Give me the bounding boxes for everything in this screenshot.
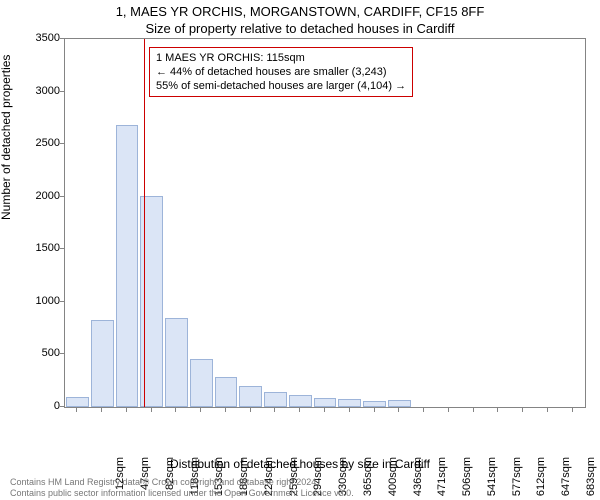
figure-root: 1, MAES YR ORCHIS, MORGANSTOWN, CARDIFF,… <box>0 0 600 500</box>
y-tick-label: 3500 <box>20 32 60 44</box>
y-tick-label: 3000 <box>20 85 60 97</box>
x-tick-mark <box>448 408 449 412</box>
x-tick-mark <box>522 408 523 412</box>
x-tick-mark <box>225 408 226 412</box>
x-tick-mark <box>423 408 424 412</box>
reference-line <box>144 39 145 407</box>
histogram-bar <box>91 320 114 407</box>
y-tick-label: 2000 <box>20 190 60 202</box>
x-tick-mark <box>101 408 102 412</box>
x-tick-mark <box>175 408 176 412</box>
x-tick-mark <box>497 408 498 412</box>
x-tick-mark <box>76 408 77 412</box>
histogram-bar <box>215 377 238 407</box>
footer-attribution: Contains HM Land Registry data © Crown c… <box>10 477 354 499</box>
histogram-bar <box>239 386 262 407</box>
x-tick-mark <box>349 408 350 412</box>
annotation-line: 55% of semi-detached houses are larger (… <box>156 79 406 93</box>
histogram-bar <box>338 399 361 407</box>
x-tick-mark <box>572 408 573 412</box>
annotation-line: ← 44% of detached houses are smaller (3,… <box>156 65 406 79</box>
x-tick-mark <box>126 408 127 412</box>
x-tick-mark <box>250 408 251 412</box>
x-tick-mark <box>547 408 548 412</box>
x-tick-mark <box>374 408 375 412</box>
y-tick-label: 500 <box>20 347 60 359</box>
x-axis-label: Distribution of detached houses by size … <box>0 457 600 471</box>
x-tick-mark <box>324 408 325 412</box>
title-subtitle: Size of property relative to detached ho… <box>0 21 600 36</box>
histogram-bar <box>116 125 139 407</box>
histogram-bar <box>388 400 411 407</box>
histogram-bar <box>314 398 337 407</box>
x-tick-mark <box>151 408 152 412</box>
histogram-bar <box>363 401 386 407</box>
histogram-bar <box>264 392 287 407</box>
histogram-bar <box>66 397 89 408</box>
annotation-line: 1 MAES YR ORCHIS: 115sqm <box>156 51 406 65</box>
x-tick-mark <box>274 408 275 412</box>
histogram-bar <box>289 395 312 407</box>
y-tick-label: 0 <box>20 400 60 412</box>
y-axis-label: Number of detached properties <box>0 55 13 220</box>
chart-frame: 1 MAES YR ORCHIS: 115sqm ← 44% of detach… <box>64 38 586 408</box>
x-tick-mark <box>473 408 474 412</box>
footer-line: Contains public sector information licen… <box>10 488 354 499</box>
x-tick-mark <box>200 408 201 412</box>
footer-line: Contains HM Land Registry data © Crown c… <box>10 477 354 488</box>
annotation-box: 1 MAES YR ORCHIS: 115sqm ← 44% of detach… <box>149 47 413 97</box>
y-tick-label: 1000 <box>20 295 60 307</box>
histogram-bar <box>165 318 188 407</box>
y-tick-label: 2500 <box>20 137 60 149</box>
y-tick-label: 1500 <box>20 242 60 254</box>
histogram-bar <box>190 359 213 407</box>
title-address: 1, MAES YR ORCHIS, MORGANSTOWN, CARDIFF,… <box>0 4 600 19</box>
x-tick-mark <box>398 408 399 412</box>
plot-area: 1 MAES YR ORCHIS: 115sqm ← 44% of detach… <box>65 39 585 407</box>
x-tick-mark <box>299 408 300 412</box>
